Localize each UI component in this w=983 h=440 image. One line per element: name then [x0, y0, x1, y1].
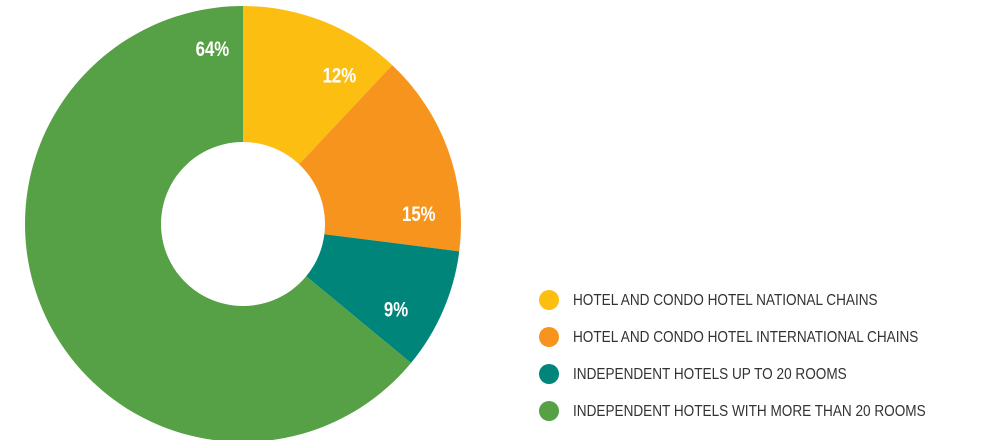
- legend-entry: INDEPENDENT HOTELS UP TO 20 ROOMS: [573, 366, 847, 383]
- legend-entry: INDEPENDENT HOTELS WITH MORE THAN 20 ROO…: [573, 403, 926, 420]
- legend-label: HOTEL AND CONDO HOTEL INTERNATIONAL CHAI…: [573, 329, 918, 346]
- legend-entry: HOTEL AND CONDO HOTEL INTERNATIONAL CHAI…: [573, 329, 918, 346]
- legend-label: HOTEL AND CONDO HOTEL NATIONAL CHAINS: [573, 292, 878, 309]
- legend-label: INDEPENDENT HOTELS UP TO 20 ROOMS: [573, 366, 847, 383]
- value-label: 64%: [196, 39, 230, 62]
- legend-swatch: [539, 364, 559, 384]
- slice: [243, 6, 393, 165]
- legend-label: INDEPENDENT HOTELS WITH MORE THAN 20 ROO…: [573, 403, 926, 420]
- slice: [299, 65, 461, 252]
- legend-swatch: [539, 327, 559, 347]
- value-label: 15%: [402, 203, 436, 226]
- legend-swatch: [539, 290, 559, 310]
- slice: [306, 234, 460, 363]
- value-label: 12%: [323, 65, 357, 88]
- legend-swatch: [539, 401, 559, 421]
- value-label: 9%: [384, 299, 408, 322]
- slice: [25, 6, 411, 440]
- legend-entry: HOTEL AND CONDO HOTEL NATIONAL CHAINS: [573, 292, 878, 309]
